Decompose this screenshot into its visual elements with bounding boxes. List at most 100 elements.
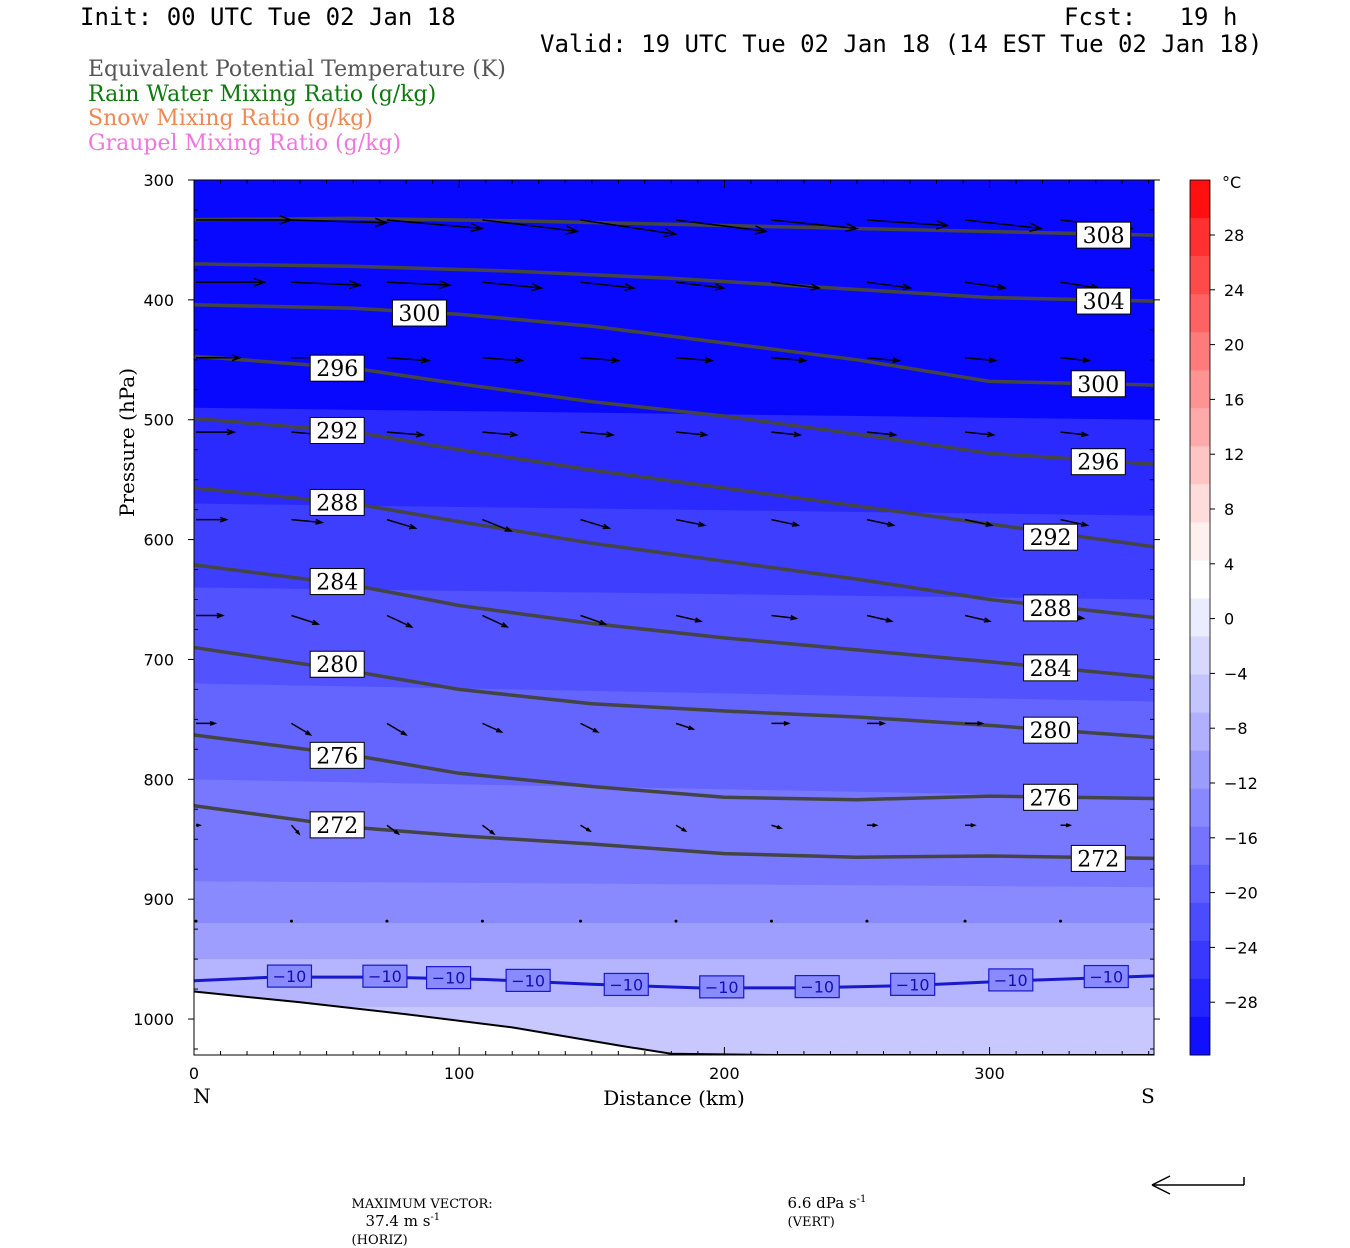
colorbar-swatch (1190, 370, 1210, 409)
isotherm-label: −10 (609, 975, 643, 994)
colorbar-swatch (1190, 674, 1210, 714)
wind-vector-shaft (580, 722, 598, 733)
colorbar-tick-label: −28 (1224, 993, 1258, 1012)
wind-vector-head (783, 720, 791, 726)
wind-vector-shaft (580, 281, 634, 289)
colorbar-swatch (1190, 180, 1210, 219)
isotherm-label: −10 (368, 967, 402, 986)
wind-vectors (194, 215, 1190, 923)
wind-vector-head (1175, 432, 1181, 436)
colorbar-tick-label: 8 (1224, 500, 1234, 519)
wind-vector-head (504, 526, 513, 532)
x-end-label-left: N (193, 1084, 211, 1108)
wind-vector-head (698, 521, 707, 528)
theta-e-contours (194, 216, 1154, 861)
isotherm-label-box (794, 974, 840, 999)
wind-vector-head (694, 617, 703, 623)
theta-e-label: 272 (316, 814, 358, 839)
wind-vector-shaft (771, 614, 797, 620)
isotherm-label: −10 (705, 978, 739, 997)
wind-vector-head (977, 720, 985, 726)
colorbar-swatch (1190, 750, 1210, 790)
wind-vector-shaft (386, 431, 424, 436)
max-vector-label: MAXIMUM VECTOR: (351, 1197, 493, 1212)
wind-vector-shaft (1156, 282, 1190, 288)
wind-vector-head (1065, 823, 1073, 828)
wind-vector-head (987, 431, 996, 438)
wind-vector-shaft (386, 281, 450, 286)
wind-vector-shaft (964, 614, 990, 622)
wind-vector-head (408, 523, 418, 530)
wind-vector-dot (769, 919, 773, 923)
wind-vector-head (798, 356, 808, 364)
isotherm-label-box (988, 968, 1034, 992)
wind-vector-shaft (771, 518, 799, 527)
wind-vector-dot (194, 919, 198, 923)
wind-vector-head (872, 823, 879, 828)
wind-vector-shaft (675, 281, 724, 289)
field-title-graupel: Graupel Mixing Ratio (g/kg) (88, 131, 402, 156)
wind-vector-shaft (1156, 616, 1179, 619)
axes: 300 400 500 600 700 800 900 1000 0 100 200 300 N S Dis… (115, 171, 1160, 1110)
colorbar-swatch (1190, 522, 1210, 561)
wind-vector-dot (1059, 919, 1063, 923)
theta-e-label-box (1023, 594, 1079, 622)
wind-vector-shaft (291, 281, 360, 286)
y-tick-label: 800 (143, 770, 174, 789)
wind-vector-shaft (482, 357, 523, 362)
colorbar-swatch (1190, 636, 1210, 676)
wind-vector-shaft (771, 431, 801, 436)
wind-vector-head (624, 283, 636, 291)
wind-vector-head (1077, 615, 1086, 621)
wind-vector-head (599, 619, 608, 625)
wind-vector-shaft (1060, 357, 1090, 362)
colorbar-tick-label: 0 (1224, 610, 1234, 629)
wind-vector-head (226, 428, 237, 436)
wind-vector-head (420, 356, 431, 364)
wind-vector-head (496, 727, 504, 733)
colorbar-swatch (1190, 940, 1210, 980)
wind-vector-shaft (386, 219, 483, 230)
wind-vector-shaft (482, 219, 578, 233)
wind-vector-head (983, 617, 992, 623)
theta-e-label: 292 (316, 420, 358, 445)
isotherm-label-box (362, 964, 408, 988)
plot-frame (193, 179, 1155, 1056)
y-tick-label: 400 (143, 291, 174, 310)
wind-vector-head (611, 356, 621, 364)
wind-vector-head (219, 516, 229, 523)
colorbar-tick-label: −4 (1224, 664, 1248, 683)
wind-vector-head (902, 283, 913, 291)
wind-vector-shaft (386, 357, 429, 362)
colorbar-swatch (1190, 1016, 1210, 1056)
wind-vector-head (714, 283, 726, 291)
wind-vector-head (845, 222, 860, 233)
wind-vector-head (501, 622, 510, 628)
wind-vector-head (997, 283, 1008, 291)
wind-vector-head (663, 227, 678, 238)
init-time: Init: 00 UTC Tue 02 Jan 18 (80, 3, 456, 31)
x-tick-label: 300 (974, 1064, 1005, 1083)
y-tick-label: 500 (143, 411, 174, 430)
reference-vector-arrow (1151, 1175, 1245, 1195)
colorbar-swatch (1190, 712, 1210, 752)
colorbar-tick-label: −12 (1224, 774, 1258, 793)
wind-vector-head (415, 431, 426, 438)
wind-vector-shaft (1060, 431, 1088, 436)
colorbar-swatch (1190, 902, 1210, 942)
colorbar-tick-label: −24 (1224, 938, 1258, 957)
theta-e-label-box (309, 354, 365, 382)
temperature-shading (194, 180, 1154, 1055)
theta-e-label-box (1070, 844, 1126, 872)
wind-vector-head (315, 518, 325, 525)
wind-vector-head (405, 622, 414, 628)
colorbar-swatch (1190, 332, 1210, 371)
cross-section-chart: −10 −10 −10 −10 −10 −10 −10 −10 −10 −10 308 304 300 2… (115, 171, 1258, 1195)
wind-vector-head (439, 280, 452, 290)
wind-vector-shaft (386, 518, 416, 529)
wind-vector-head (1168, 722, 1173, 725)
wind-vector-head (1173, 616, 1179, 620)
x-tick-label: 200 (709, 1064, 740, 1083)
colorbar-tick-label: 20 (1224, 336, 1244, 355)
wind-vector-shaft (1060, 281, 1099, 289)
